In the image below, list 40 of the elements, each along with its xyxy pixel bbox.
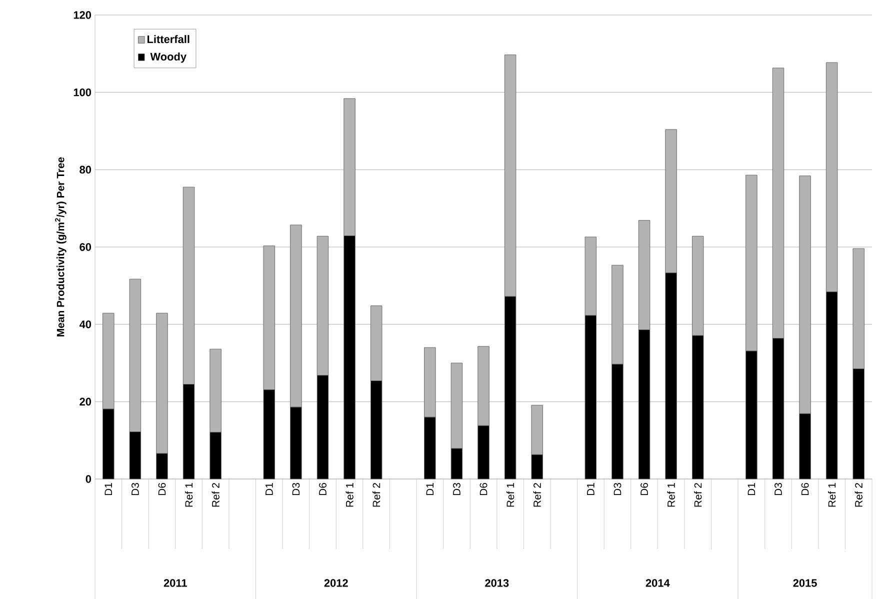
text: 2011 bbox=[164, 579, 187, 587]
x-tick-label: Ref 1 bbox=[667, 483, 675, 507]
y-tick-label: 0 bbox=[86, 475, 92, 483]
x-tick-label: D6 bbox=[319, 482, 326, 496]
x-tick-label: D1 bbox=[587, 483, 594, 496]
x-tick-label: D1 bbox=[266, 483, 273, 496]
y-tick-label: 20 bbox=[80, 398, 92, 406]
y-axis-title: Mean Productivity (g/m$^{2}$/yr) Per Tree bbox=[55, 157, 66, 336]
x-tick-label: D3 bbox=[774, 482, 782, 496]
x-tick-label: Ref 2 bbox=[533, 483, 541, 507]
y-tick-label: 100 bbox=[74, 88, 92, 96]
text: 2015 bbox=[793, 579, 817, 587]
x-tick-label: D3 bbox=[614, 482, 622, 496]
x-tick-label: D3 bbox=[292, 482, 300, 496]
x-tick-label: D3 bbox=[131, 482, 139, 496]
x-tick-label: D6 bbox=[640, 482, 648, 496]
x-tick-label: D1 bbox=[426, 483, 434, 496]
y-tick-label: 40 bbox=[79, 320, 92, 328]
y-tick-label: 80 bbox=[80, 166, 92, 174]
text: 2014 bbox=[646, 579, 670, 587]
y-tick-label: 120 bbox=[74, 11, 92, 19]
x-tick-label: Ref 2 bbox=[694, 483, 702, 507]
x-tick-label: D1 bbox=[104, 483, 112, 496]
x-tick-label: Ref 2 bbox=[212, 483, 220, 507]
legend-label: Litterfall bbox=[148, 35, 190, 44]
x-tick-label: D1 bbox=[748, 483, 756, 496]
x-tick-label: Ref 1 bbox=[828, 483, 836, 507]
x-tick-label: D6 bbox=[158, 482, 166, 496]
x-tick-label: Ref 2 bbox=[372, 483, 380, 507]
text: 2012 bbox=[324, 579, 348, 587]
x-tick-label: Ref 1 bbox=[506, 483, 514, 507]
x-tick-label: D6 bbox=[801, 482, 809, 496]
legend-label: Woody bbox=[150, 52, 186, 63]
x-tick-label: Ref 1 bbox=[346, 483, 354, 507]
x-tick-label: Ref 2 bbox=[854, 483, 862, 507]
text: 2013 bbox=[485, 579, 509, 587]
x-tick-label: D3 bbox=[453, 482, 460, 496]
x-tick-label: Ref 1 bbox=[184, 483, 193, 507]
x-tick-label: D6 bbox=[480, 482, 488, 496]
y-tick-label: 60 bbox=[80, 243, 92, 251]
